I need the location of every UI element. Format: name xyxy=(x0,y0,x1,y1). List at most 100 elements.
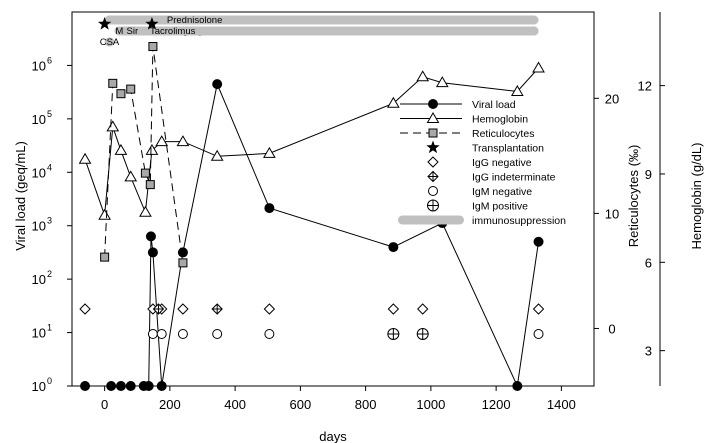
series-group xyxy=(78,42,545,391)
legend-label: IgM negative xyxy=(472,186,532,198)
igm-negative-marker xyxy=(156,329,167,339)
legend-label: IgG negative xyxy=(472,157,532,169)
igg-negative-marker xyxy=(417,303,429,315)
immunosuppression-label: M xyxy=(115,26,123,37)
igm-positive-marker xyxy=(387,328,400,340)
hemoglobin-point xyxy=(386,96,400,108)
hemoglobin-point xyxy=(139,205,152,217)
y-axis-right-label: Hemoglobin (g/dL) xyxy=(689,143,704,250)
x-tick-label: 800 xyxy=(355,397,377,412)
legend-label: immunosuppression xyxy=(472,215,566,227)
y-left-tick-exp: 6 xyxy=(47,55,52,65)
y-left-tick-base: 10 xyxy=(32,379,46,394)
viral-load-point xyxy=(212,79,223,90)
x-tick-label: 200 xyxy=(159,397,181,412)
igg-indeterminate-marker xyxy=(211,303,223,315)
y-right-tick-label: 9 xyxy=(645,167,652,182)
y-right-tick-label: 3 xyxy=(645,344,652,359)
hemoglobin-point xyxy=(510,85,524,97)
y-mid-tick-label: 10 xyxy=(605,206,619,221)
legend-symbol xyxy=(426,199,440,212)
hemoglobin-point xyxy=(155,135,169,147)
legend-label: Viral load xyxy=(472,99,516,111)
igm-positive-marker xyxy=(416,328,429,340)
igg-negative-marker xyxy=(532,303,545,315)
x-tick-label: 1000 xyxy=(416,397,445,412)
y-left-tick-base: 10 xyxy=(32,112,46,127)
igm-negative-marker xyxy=(147,329,158,339)
y-left-tick-exp: 2 xyxy=(47,269,52,279)
y-left-tick-exp: 1 xyxy=(47,323,52,333)
viral-load-point xyxy=(147,247,158,258)
y-left-tick-exp: 4 xyxy=(47,162,52,172)
legend-symbol xyxy=(426,112,440,123)
transplantation-marker xyxy=(97,17,112,30)
legend-label: Reticulocytes xyxy=(472,128,534,140)
reticulocytes-point xyxy=(100,252,110,262)
immunosuppression-label: Tacrolimus xyxy=(150,26,196,37)
igg-negative-marker xyxy=(79,303,91,315)
x-tick-label: 600 xyxy=(290,397,312,412)
hemoglobin-line xyxy=(84,67,539,216)
reticulocytes-point xyxy=(126,84,136,94)
viral-load-point xyxy=(177,247,188,258)
y-mid-tick-label: 0 xyxy=(608,321,615,336)
y-left-tick-base: 10 xyxy=(32,272,46,287)
y-left-tick-exp: 5 xyxy=(47,109,52,119)
viral-load-point xyxy=(156,381,167,391)
y-left-tick-base: 10 xyxy=(32,219,46,234)
immunosuppression-bar xyxy=(117,26,539,36)
y-axis-left-label: Viral load (geq/mL) xyxy=(13,141,28,251)
legend: Viral load Hemoglobin Reticulocytes Transpl… xyxy=(398,99,566,227)
viral-load-point xyxy=(512,381,523,391)
y-right-tick-label: 6 xyxy=(645,255,652,270)
viral-load-point xyxy=(143,381,154,391)
immunosuppression-bars: PrednisoloneMycophenolate MofetilTacroli… xyxy=(100,15,539,48)
viral-load-point xyxy=(533,236,544,247)
legend-label: Transplantation xyxy=(472,143,544,155)
immunosuppression-bar xyxy=(104,15,539,25)
legend-label: Hemoglobin xyxy=(472,114,528,126)
legend-symbol xyxy=(428,186,438,196)
immunosuppression-bar xyxy=(104,37,115,47)
igg-negative-marker xyxy=(387,303,400,315)
hemoglobin-point xyxy=(210,149,224,161)
marker-group xyxy=(79,17,545,340)
reticulocytes-point xyxy=(178,258,188,268)
legend-symbol xyxy=(427,156,439,168)
viral-load-point xyxy=(106,381,117,391)
igm-negative-marker xyxy=(212,329,223,339)
hemoglobin-point xyxy=(145,143,159,155)
igm-negative-marker xyxy=(177,329,188,339)
legend-symbol xyxy=(398,215,464,225)
legend-symbol xyxy=(427,170,439,183)
y-right-tick-label: 12 xyxy=(638,79,652,94)
y-left-tick-base: 10 xyxy=(32,165,46,180)
hemoglobin-point xyxy=(106,120,120,132)
igg-negative-marker xyxy=(263,303,276,315)
x-tick-label: 1400 xyxy=(547,397,576,412)
igm-negative-marker xyxy=(264,329,275,339)
reticulocytes-point xyxy=(148,42,158,52)
hemoglobin-point xyxy=(435,76,449,88)
viral-load-point xyxy=(80,381,91,391)
plot-frame xyxy=(71,11,595,387)
igg-negative-marker xyxy=(177,303,189,315)
hemoglobin-point xyxy=(416,70,430,82)
x-tick-label: 1200 xyxy=(482,397,511,412)
immunosuppression-label: Prednisolone xyxy=(167,15,222,26)
igm-negative-marker xyxy=(533,329,544,339)
y-axis-mid-label: Reticulocytes (‰) xyxy=(626,145,641,248)
hemoglobin-point xyxy=(263,146,276,158)
hemoglobin-point xyxy=(532,61,545,73)
y-mid-tick-label: 20 xyxy=(605,91,619,106)
viral-load-point xyxy=(125,381,136,391)
immunosuppression-bar xyxy=(124,26,141,36)
viral-load-point xyxy=(115,381,126,391)
y-left-tick-exp: 0 xyxy=(47,376,52,386)
legend-symbol xyxy=(426,140,440,154)
legend-label: IgG indeterminate xyxy=(472,172,556,184)
legend-symbol xyxy=(428,99,438,109)
